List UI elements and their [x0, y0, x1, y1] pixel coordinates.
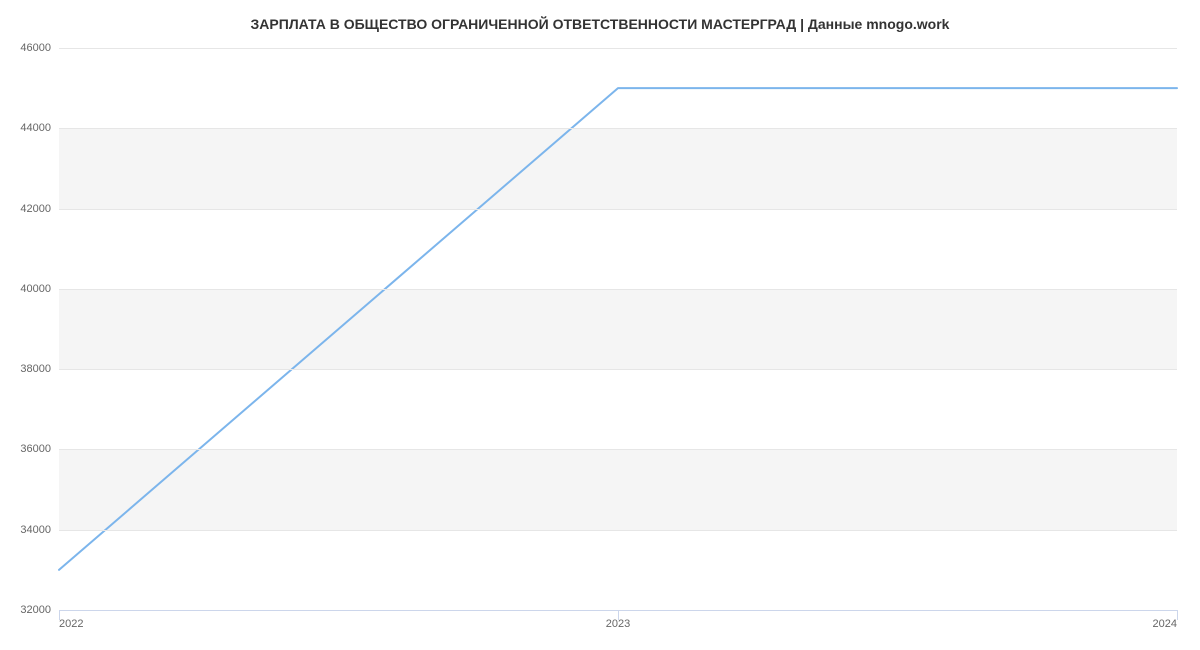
plot-area: 3200034000360003800040000420004400046000…: [59, 48, 1177, 610]
y-gridline: [59, 209, 1177, 210]
x-tick-label: 2022: [59, 618, 83, 630]
y-tick-label: 34000: [20, 524, 51, 536]
y-tick-label: 46000: [20, 42, 51, 54]
y-gridline: [59, 369, 1177, 370]
x-tick-label: 2024: [1153, 618, 1177, 630]
salary-chart: ЗАРПЛАТА В ОБЩЕСТВО ОГРАНИЧЕННОЙ ОТВЕТСТ…: [0, 0, 1200, 650]
y-tick-label: 36000: [20, 443, 51, 455]
line-series: [59, 48, 1177, 610]
x-tick-label: 2023: [606, 618, 630, 630]
x-tick-mark: [1177, 610, 1178, 620]
y-gridline: [59, 128, 1177, 129]
y-tick-label: 38000: [20, 363, 51, 375]
y-gridline: [59, 289, 1177, 290]
y-tick-label: 40000: [20, 283, 51, 295]
y-gridline: [59, 530, 1177, 531]
chart-title: ЗАРПЛАТА В ОБЩЕСТВО ОГРАНИЧЕННОЙ ОТВЕТСТ…: [0, 16, 1200, 32]
y-gridline: [59, 449, 1177, 450]
y-tick-label: 42000: [20, 203, 51, 215]
y-gridline: [59, 48, 1177, 49]
y-tick-label: 32000: [20, 604, 51, 616]
y-tick-label: 44000: [20, 122, 51, 134]
